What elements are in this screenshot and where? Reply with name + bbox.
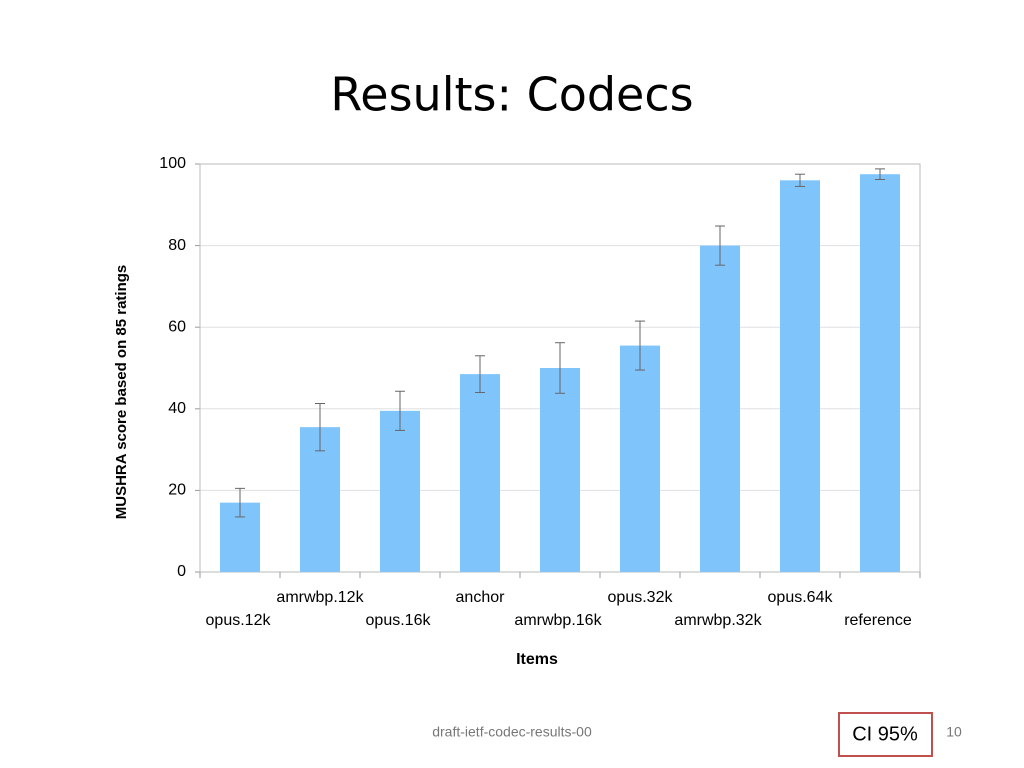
- x-axis-label: Items: [516, 651, 558, 668]
- bar: [620, 345, 660, 572]
- bar: [540, 368, 580, 572]
- bar: [700, 245, 740, 572]
- y-tick-label: 40: [168, 400, 186, 417]
- page-number: 10: [946, 724, 962, 740]
- y-tick-label: 0: [177, 563, 186, 580]
- slide-title: Results: Codecs: [330, 68, 693, 122]
- x-tick-label: opus.16k: [366, 612, 432, 629]
- x-tick-label: opus.12k: [206, 612, 272, 629]
- footer: draft-ietf-codec-results-00: [432, 724, 592, 740]
- x-tick-label: amrwbp.16k: [514, 612, 602, 629]
- x-tick-label: opus.32k: [608, 589, 674, 606]
- bar: [780, 180, 820, 572]
- bar: [380, 410, 420, 572]
- x-tick-label: anchor: [456, 589, 506, 606]
- note-box: [838, 712, 933, 757]
- x-tick-label: opus.64k: [768, 589, 834, 606]
- y-tick-label: 20: [168, 482, 186, 499]
- y-tick-label: 100: [159, 155, 186, 172]
- note: CI 95%: [852, 723, 918, 745]
- x-tick-label: reference: [844, 612, 912, 629]
- x-tick-label: amrwbp.12k: [276, 589, 364, 606]
- y-axis-label: MUSHRA score based on 85 ratings: [113, 265, 130, 520]
- y-tick-label: 80: [168, 237, 186, 254]
- bar: [860, 174, 900, 572]
- y-tick-label: 60: [168, 318, 186, 335]
- x-tick-label: amrwbp.32k: [674, 612, 762, 629]
- bar: [460, 374, 500, 572]
